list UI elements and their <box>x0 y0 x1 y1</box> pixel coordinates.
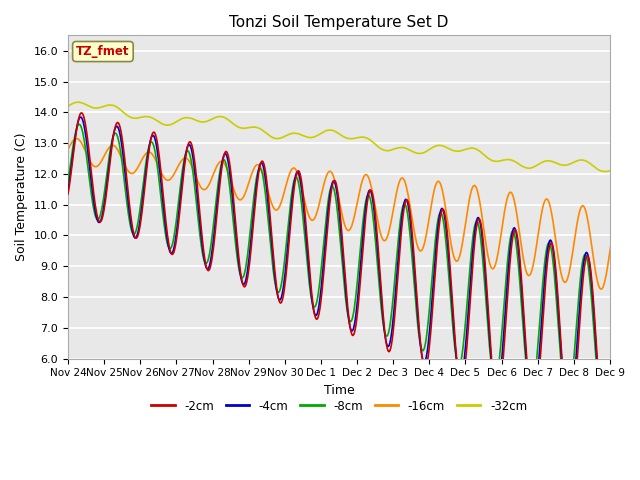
-8cm <box>268 252 275 258</box>
Line: -2cm: -2cm <box>68 113 640 452</box>
-4cm <box>239 281 247 287</box>
-32cm <box>268 134 275 140</box>
-2cm <box>289 192 297 198</box>
-32cm <box>239 125 247 131</box>
-32cm <box>450 148 458 154</box>
-16cm <box>633 293 640 299</box>
-16cm <box>72 136 80 142</box>
-16cm <box>268 200 275 206</box>
-16cm <box>450 254 458 260</box>
-32cm <box>289 131 297 136</box>
-4cm <box>637 440 640 445</box>
-4cm <box>268 240 275 246</box>
-2cm <box>64 191 72 197</box>
-2cm <box>239 281 247 287</box>
-4cm <box>450 328 458 334</box>
-16cm <box>64 146 72 152</box>
-8cm <box>418 346 426 352</box>
-16cm <box>289 165 297 171</box>
-4cm <box>64 188 72 193</box>
Y-axis label: Soil Temperature (C): Soil Temperature (C) <box>15 132 28 261</box>
Line: -8cm: -8cm <box>68 124 640 427</box>
-8cm <box>76 121 83 127</box>
-8cm <box>64 179 72 184</box>
Legend: -2cm, -4cm, -8cm, -16cm, -32cm: -2cm, -4cm, -8cm, -16cm, -32cm <box>147 395 532 417</box>
-8cm <box>289 180 297 186</box>
-8cm <box>239 275 247 280</box>
X-axis label: Time: Time <box>324 384 355 397</box>
-2cm <box>77 110 85 116</box>
-4cm <box>418 350 426 356</box>
Line: -4cm: -4cm <box>68 117 640 443</box>
-32cm <box>132 115 140 121</box>
-2cm <box>418 350 426 356</box>
-32cm <box>418 150 426 156</box>
-32cm <box>634 179 640 185</box>
-2cm <box>450 322 458 327</box>
-16cm <box>132 167 140 172</box>
-4cm <box>77 114 84 120</box>
Title: Tonzi Soil Temperature Set D: Tonzi Soil Temperature Set D <box>229 15 449 30</box>
-16cm <box>418 248 426 253</box>
-8cm <box>450 336 458 342</box>
-32cm <box>64 103 72 109</box>
Text: TZ_fmet: TZ_fmet <box>76 45 130 58</box>
-2cm <box>132 235 140 241</box>
-4cm <box>289 185 297 191</box>
-8cm <box>132 226 140 231</box>
-8cm <box>636 424 640 430</box>
Line: -16cm: -16cm <box>68 139 640 296</box>
Line: -32cm: -32cm <box>68 102 640 182</box>
-32cm <box>74 99 82 105</box>
-2cm <box>268 230 275 236</box>
-2cm <box>638 449 640 455</box>
-4cm <box>132 234 140 240</box>
-16cm <box>239 195 247 201</box>
